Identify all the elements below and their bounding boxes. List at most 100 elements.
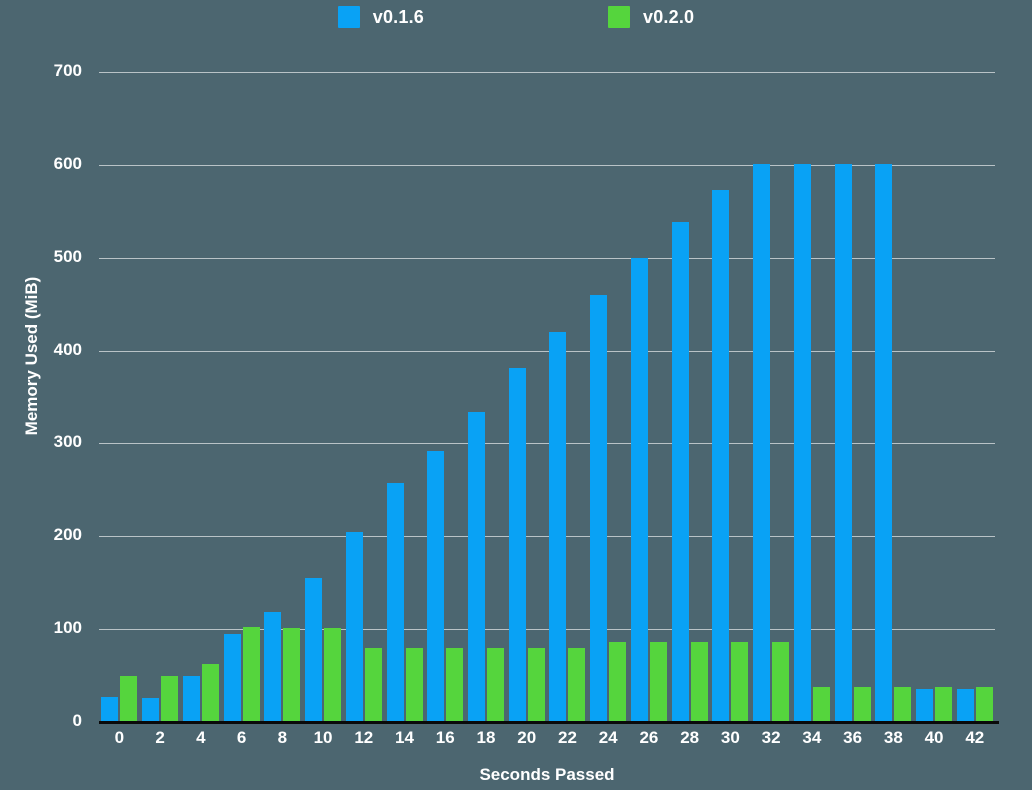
bar-v0-2-0-22[interactable] (568, 647, 586, 722)
bar-v0-1-6-34[interactable] (793, 163, 811, 722)
legend-item-v016[interactable]: v0.1.6 (337, 6, 424, 28)
gridline (99, 72, 995, 73)
y-axis-tick-label: 700 (53, 61, 82, 80)
x-axis-tick-label: 0 (114, 728, 125, 747)
bar-v0-2-0-4[interactable] (201, 664, 219, 722)
y-axis-tick-label: 300 (53, 432, 82, 452)
bar-v0-1-6-26[interactable] (630, 257, 648, 722)
bar-v0-2-0-20[interactable] (527, 647, 545, 722)
x-axis-tick-label: 40 (924, 728, 944, 747)
bar-v0-1-6-38[interactable] (875, 163, 893, 722)
x-axis-tick-label: 22 (557, 728, 577, 747)
bar-v0-1-6-14[interactable] (386, 483, 404, 722)
gridline (99, 350, 995, 352)
y-axis-tick-label: 500 (53, 246, 82, 266)
bar-v0-1-6-4[interactable] (182, 675, 200, 722)
bar-v0-2-0-24[interactable] (609, 642, 627, 722)
bar-group (954, 72, 995, 722)
bar-group (221, 72, 262, 722)
bar-group (343, 72, 384, 722)
x-axis-tick-label: 42 (965, 728, 985, 747)
x-axis-tick-label: 4 (196, 728, 206, 747)
x-axis-title: Seconds Passed (479, 765, 615, 784)
bar-v0-1-6-42[interactable] (956, 688, 974, 722)
x-axis-tick-label: 12 (354, 728, 374, 747)
bar-group (547, 72, 588, 722)
gridline (99, 629, 995, 631)
bar-v0-1-6-0[interactable] (101, 696, 119, 722)
bar-group (506, 72, 547, 722)
bar-group (99, 72, 140, 722)
bar-v0-2-0-14[interactable] (405, 647, 423, 722)
x-axis-tick-label: 2 (155, 728, 165, 747)
bar-v0-2-0-16[interactable] (446, 647, 464, 722)
bar-v0-2-0-30[interactable] (731, 642, 749, 722)
bar-v0-1-6-8[interactable] (264, 612, 282, 722)
x-axis-tick-label: 30 (720, 728, 740, 747)
x-axis-tick-label: 24 (598, 728, 618, 747)
bar-v0-1-6-20[interactable] (508, 368, 526, 722)
x-axis-tick-label: 36 (843, 728, 863, 747)
bar-group (914, 72, 955, 722)
x-axis-tick-label: 28 (680, 728, 700, 747)
gridline (99, 164, 995, 166)
bar-v0-1-6-22[interactable] (549, 332, 567, 722)
y-axis-tick-labels: 0 100 200 300 400 500 600 700 (0, 0, 92, 790)
bar-group (629, 72, 670, 722)
bar-v0-1-6-40[interactable] (916, 688, 934, 722)
x-axis-tick-label: 18 (476, 728, 496, 747)
bar-v0-2-0-6[interactable] (242, 627, 260, 722)
plot-gridlines (99, 72, 995, 722)
x-axis-tick-label: 34 (802, 728, 822, 747)
bar-v0-2-0-10[interactable] (324, 628, 342, 722)
bar-v0-2-0-42[interactable] (975, 686, 993, 722)
bar-v0-2-0-28[interactable] (690, 642, 708, 722)
bar-group (751, 72, 792, 722)
x-axis-tick-label: 32 (761, 728, 781, 747)
x-axis-tick-label: 38 (883, 728, 903, 747)
bar-v0-1-6-10[interactable] (305, 578, 323, 722)
bar-v0-2-0-18[interactable] (486, 647, 504, 722)
bar-v0-2-0-34[interactable] (812, 686, 830, 722)
bar-v0-1-6-12[interactable] (345, 531, 363, 722)
y-axis-tick-label: 400 (53, 339, 82, 359)
bar-v0-1-6-24[interactable] (590, 294, 608, 722)
bar-v0-2-0-0[interactable] (120, 675, 138, 722)
y-axis-tick-label: 200 (53, 525, 82, 545)
x-axis-line (99, 721, 999, 724)
bar-v0-1-6-2[interactable] (142, 697, 160, 722)
bar-v0-1-6-36[interactable] (834, 163, 852, 722)
bar-v0-1-6-6[interactable] (223, 633, 241, 722)
y-axis-tick-label: 0 (72, 711, 82, 730)
legend-item-v020[interactable]: v0.2.0 (608, 6, 694, 28)
bar-v0-2-0-2[interactable] (161, 675, 179, 722)
x-axis-tick-labels: 0 2 4 6 8 10 12 14 16 18 20 22 24 26 28 30 32 34 36 38 40 42 (99, 728, 995, 756)
bar-v0-1-6-16[interactable] (427, 450, 445, 722)
bar-group (832, 72, 873, 722)
bar-v0-1-6-30[interactable] (712, 189, 730, 722)
bar-v0-1-6-32[interactable] (753, 163, 771, 722)
bar-v0-2-0-40[interactable] (935, 686, 953, 722)
bar-v0-1-6-18[interactable] (467, 411, 485, 722)
x-axis-tick-label: 20 (517, 728, 537, 747)
bar-v0-2-0-26[interactable] (649, 642, 667, 722)
bar-v0-2-0-32[interactable] (772, 642, 790, 722)
bar-v0-2-0-8[interactable] (283, 628, 301, 722)
legend-swatch-icon-v016 (337, 6, 360, 28)
bar-group (588, 72, 629, 722)
bar-group (140, 72, 181, 722)
bar-group (669, 72, 710, 722)
bar-v0-2-0-38[interactable] (894, 686, 912, 722)
x-axis-tick-label: 26 (639, 728, 659, 747)
legend-swatch-icon-v020 (608, 6, 630, 28)
x-axis-tick-label: 16 (435, 728, 455, 747)
bar-group (384, 72, 425, 722)
bar-v0-1-6-28[interactable] (671, 221, 689, 722)
bar-group (262, 72, 303, 722)
y-axis-tick-label: 600 (53, 153, 82, 173)
bar-v0-2-0-36[interactable] (853, 686, 871, 722)
x-axis-tick-label: 10 (313, 728, 333, 747)
gridline (99, 443, 995, 445)
bar-v0-2-0-12[interactable] (364, 647, 382, 722)
x-axis-tick-label: 6 (236, 728, 247, 747)
